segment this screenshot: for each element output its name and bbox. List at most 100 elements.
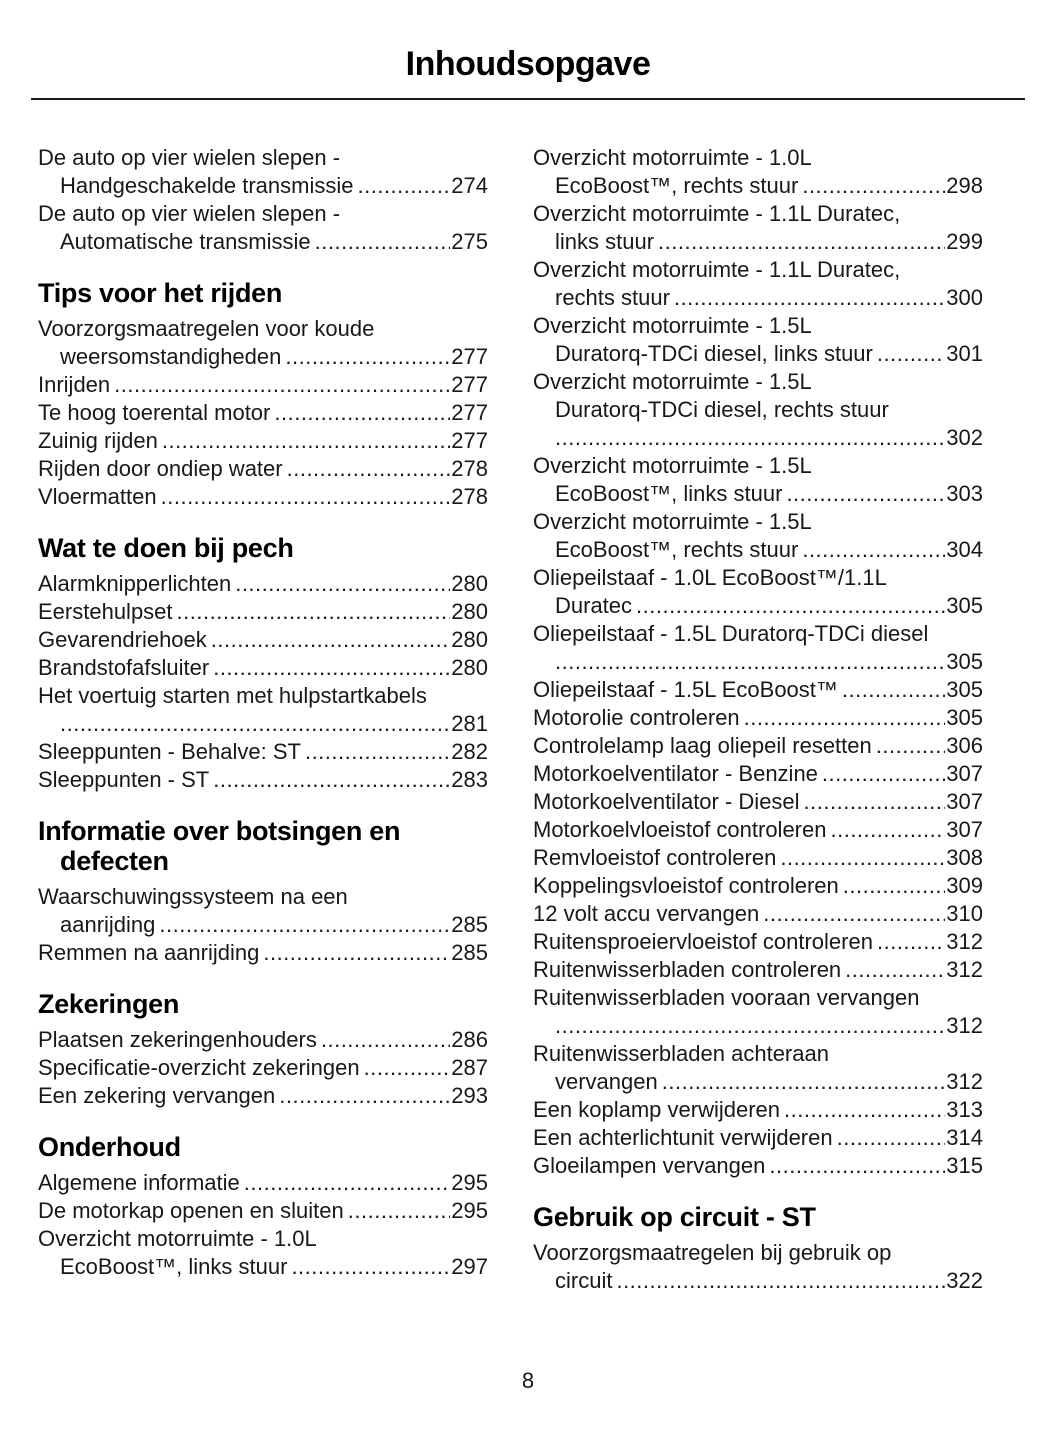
toc-entry-text: Voorzorgsmaatregelen bij gebruik op [533, 1239, 892, 1265]
toc-entry: De auto op vier wielen slepen - Automatis… [38, 200, 488, 256]
dot-leader [114, 371, 450, 399]
toc-entry-page: 312 [946, 956, 983, 982]
toc-entry-text: Oliepeilstaaf - 1.0L EcoBoost™/1.1L [533, 564, 887, 590]
toc-entry-text: Overzicht motorruimte - 1.5L [533, 368, 812, 394]
toc-entry-lastline: Alarmknipperlichten 280 [38, 570, 488, 598]
toc-entry-page: 285 [451, 939, 488, 965]
toc-entry-text: Overzicht motorruimte - 1.0L [533, 144, 812, 170]
toc-entry-page: 280 [451, 598, 488, 624]
toc-entry-page: 307 [946, 816, 983, 842]
toc-entry: Een achterlichtunit verwijderen 314 [533, 1124, 983, 1152]
toc-entry: Overzicht motorruimte - 1.1L Duratec, rec… [533, 256, 983, 312]
toc-entry-text: De motorkap openen en sluiten [38, 1197, 344, 1223]
toc-entry: Ruitensproeiervloeistof controleren 312 [533, 928, 983, 956]
section-heading: Zekeringen [38, 989, 488, 1019]
toc-entry-page: 280 [451, 654, 488, 680]
toc-entry-page: 287 [451, 1054, 488, 1080]
toc-entry-lastline: rechts stuur 300 [533, 284, 983, 312]
toc-entry-page: 274 [451, 172, 488, 198]
toc-entry-text: Motorkoelventilator - Benzine [533, 760, 818, 786]
dot-leader [780, 844, 945, 872]
toc-entry-lastline: Sleeppunten - Behalve: ST 282 [38, 738, 488, 766]
toc-entry: Het voertuig starten met hulpstartkabels… [38, 682, 488, 738]
toc-entry-page: 282 [451, 738, 488, 764]
title-divider [31, 97, 1025, 100]
toc-entry-lastline: Een zekering vervangen 293 [38, 1082, 488, 1110]
toc-entry-text: De auto op vier wielen slepen - [38, 200, 341, 226]
toc-entry-text: Overzicht motorruimte - 1.5L [533, 452, 812, 478]
dot-leader [802, 172, 945, 200]
toc-entry-lastline: Remmen na aanrijding 285 [38, 939, 488, 967]
toc-entry-page: 278 [451, 483, 488, 509]
toc-entry: 12 volt accu vervangen 310 [533, 900, 983, 928]
toc-entry-text: Remvloeistof controleren [533, 844, 777, 870]
toc-entry: Overzicht motorruimte - 1.5L Duratorq-TDC… [533, 368, 983, 452]
toc-entry-text: Ruitenwisserbladen controleren [533, 956, 842, 982]
dot-leader [213, 654, 450, 682]
toc-entry-page: 322 [946, 1267, 983, 1293]
toc-entry-text: Overzicht motorruimte - 1.1L Duratec, [533, 200, 901, 226]
toc-entry-page: 298 [946, 172, 983, 198]
toc-entry-text: rechts stuur [555, 284, 670, 310]
section-heading: Onderhoud [38, 1132, 488, 1162]
dot-leader [658, 228, 945, 256]
dot-leader [763, 900, 945, 928]
toc-entry-page: 301 [946, 340, 983, 366]
dot-leader [636, 592, 945, 620]
toc-entry: Voorzorgsmaatregelen voor koude weersomst… [38, 315, 488, 371]
toc-entry-lastline: 312 [533, 1012, 983, 1040]
toc-entry-lastline: Algemene informatie 295 [38, 1169, 488, 1197]
toc-entry-text: Oliepeilstaaf - 1.5L EcoBoost™ [533, 676, 838, 702]
toc-entry-text: Een koplamp verwijderen [533, 1096, 781, 1122]
toc-entry-text: Motorkoelvloeistof controleren [533, 816, 827, 842]
dot-leader [348, 1197, 451, 1225]
toc-entry-lastline: links stuur 299 [533, 228, 983, 256]
toc-entry-page: 285 [451, 911, 488, 937]
dot-leader [555, 1012, 945, 1040]
toc-entry-text: Motorkoelventilator - Diesel [533, 788, 800, 814]
dot-leader [802, 536, 945, 564]
toc-entry-lastline: 302 [533, 424, 983, 452]
toc-entry: Brandstofafsluiter 280 [38, 654, 488, 682]
toc-entry: Remmen na aanrijding 285 [38, 939, 488, 967]
toc-entry-lastline: EcoBoost™, rechts stuur 304 [533, 536, 983, 564]
toc-entry-page: 312 [946, 1012, 983, 1038]
toc-entry: Overzicht motorruimte - 1.0L EcoBoost™, l… [38, 1225, 488, 1281]
dot-leader [211, 626, 451, 654]
toc-entry: Koppelingsvloeistof controleren 309 [533, 872, 983, 900]
toc-entry-lastline: Plaatsen zekeringenhouders 286 [38, 1026, 488, 1054]
toc-columns: De auto op vier wielen slepen - Handgesch… [0, 100, 1056, 1295]
toc-entry-lastline: Remvloeistof controleren 308 [533, 844, 983, 872]
toc-entry-page: 295 [451, 1169, 488, 1195]
toc-entry-lastline: Gloeilampen vervangen 315 [533, 1152, 983, 1180]
dot-leader [744, 704, 946, 732]
toc-entry-text: vervangen [555, 1068, 658, 1094]
toc-entry-page: 277 [451, 371, 488, 397]
toc-entry-text: Duratec [555, 592, 633, 618]
toc-entry-lastline: Sleeppunten - ST 283 [38, 766, 488, 794]
toc-entry-page: 312 [946, 1068, 983, 1094]
toc-entry: Controlelamp laag oliepeil resetten 306 [533, 732, 983, 760]
dot-leader [784, 1096, 945, 1124]
toc-entry: Inrijden 277 [38, 371, 488, 399]
toc-entry: Een koplamp verwijderen 313 [533, 1096, 983, 1124]
toc-entry-page: 277 [451, 343, 488, 369]
section-heading-line: Wat te doen bij pech [38, 532, 294, 563]
toc-entry-text: Specificatie-overzicht zekeringen [38, 1054, 360, 1080]
toc-entry: Remvloeistof controleren 308 [533, 844, 983, 872]
dot-leader [263, 939, 450, 967]
toc-entry-lastline: Te hoog toerental motor 277 [38, 399, 488, 427]
toc-entry-text: Remmen na aanrijding [38, 939, 260, 965]
toc-entry-text: Gloeilampen vervangen [533, 1152, 766, 1178]
toc-entry: Motorkoelventilator - Diesel 307 [533, 788, 983, 816]
toc-entry-text: 12 volt accu vervangen [533, 900, 760, 926]
dot-leader [315, 228, 451, 256]
toc-entry-text: circuit [555, 1267, 613, 1293]
dot-leader [843, 872, 946, 900]
dot-leader [822, 760, 945, 788]
toc-entry-page: 280 [451, 626, 488, 652]
toc-entry-page: 300 [946, 284, 983, 310]
toc-entry-page: 309 [946, 872, 983, 898]
dot-leader [845, 956, 945, 984]
toc-entry-lastline: Automatische transmissie 275 [38, 228, 488, 256]
